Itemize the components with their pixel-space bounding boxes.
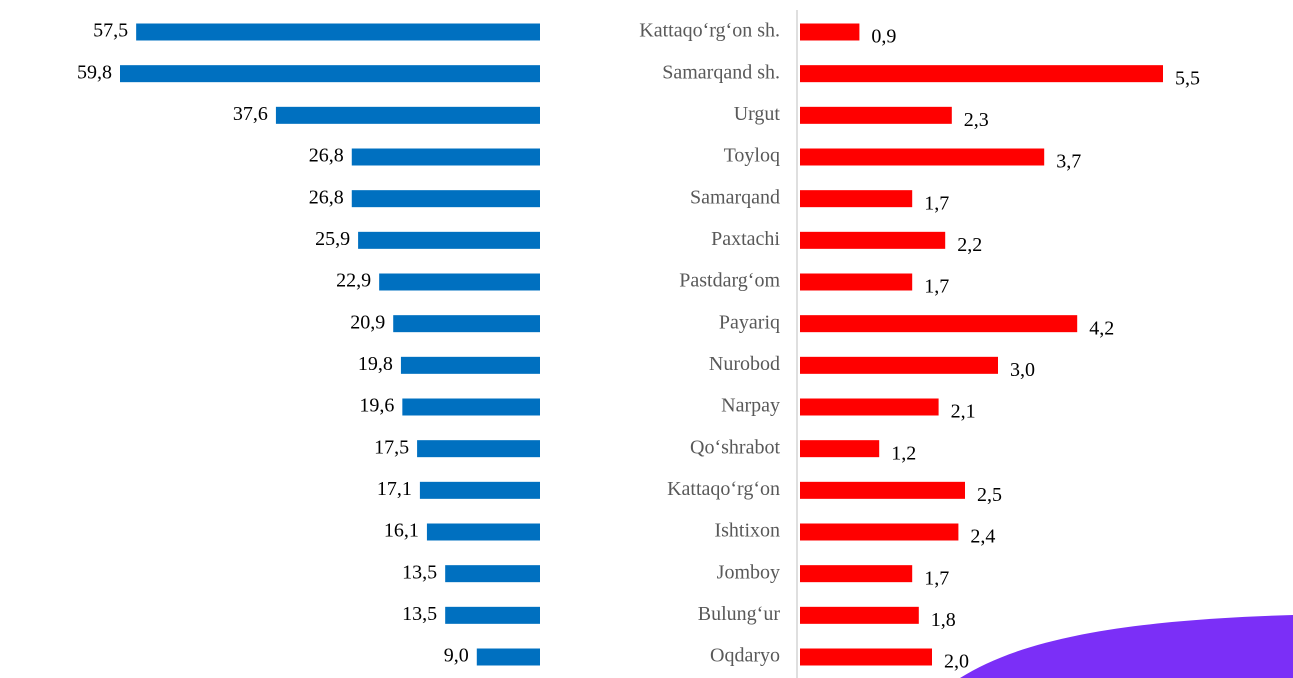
decoration xyxy=(960,615,1293,678)
bar xyxy=(401,357,540,374)
bar xyxy=(358,232,540,249)
category-label: Pastdarg‘om xyxy=(679,270,780,292)
value-label: 13,5 xyxy=(402,603,437,625)
bar xyxy=(417,440,540,457)
category-label: Kattaqo‘rg‘on sh. xyxy=(639,20,780,42)
category-label: Narpay xyxy=(721,395,780,417)
bar xyxy=(800,190,912,207)
bar xyxy=(800,315,1077,332)
category-label: Oqdaryo xyxy=(710,645,780,667)
bar xyxy=(800,107,952,124)
bar xyxy=(800,357,998,374)
value-label: 2,0 xyxy=(944,651,969,673)
category-label: Samarqand xyxy=(690,186,780,208)
bar xyxy=(120,65,540,82)
value-label: 17,5 xyxy=(374,436,409,458)
value-label: 3,7 xyxy=(1056,151,1081,173)
bar xyxy=(445,607,540,624)
category-label: Jomboy xyxy=(717,561,780,583)
value-label: 20,9 xyxy=(350,311,385,333)
value-label: 13,5 xyxy=(402,561,437,583)
chart: Kattaqo‘rg‘on sh. 57,5 0,9 Samarqand sh. 59,… xyxy=(0,0,1293,678)
bar xyxy=(800,607,919,624)
value-label: 2,5 xyxy=(977,484,1002,506)
value-label: 2,2 xyxy=(957,234,982,256)
bar xyxy=(800,65,1163,82)
category-label: Payariq xyxy=(719,311,780,333)
value-label: 1,7 xyxy=(924,276,949,298)
value-label: 2,4 xyxy=(970,526,995,548)
value-label: 17,1 xyxy=(377,478,412,500)
category-label: Toyloq xyxy=(724,145,780,167)
bar xyxy=(352,149,540,166)
value-label: 22,9 xyxy=(336,270,371,292)
category-label: Ishtixon xyxy=(714,520,780,542)
value-label: 1,2 xyxy=(891,442,916,464)
bar xyxy=(379,274,540,291)
bar xyxy=(800,482,965,499)
bar xyxy=(800,24,859,41)
value-label: 16,1 xyxy=(384,520,419,542)
value-label: 1,8 xyxy=(931,609,956,631)
category-label: Nurobod xyxy=(709,353,780,375)
value-label: 19,6 xyxy=(359,395,394,417)
value-label: 9,0 xyxy=(444,645,469,667)
value-label: 3,0 xyxy=(1010,359,1035,381)
value-label: 5,5 xyxy=(1175,67,1200,89)
bar xyxy=(800,649,932,666)
value-label: 19,8 xyxy=(358,353,393,375)
bar xyxy=(136,24,540,41)
category-label: Paxtachi xyxy=(711,228,780,250)
value-label: 0,9 xyxy=(871,26,896,48)
bar xyxy=(427,524,540,541)
value-label: 26,8 xyxy=(309,145,344,167)
bar xyxy=(402,399,540,416)
value-label: 25,9 xyxy=(315,228,350,250)
bar xyxy=(800,149,1044,166)
value-label: 2,3 xyxy=(964,109,989,131)
bar xyxy=(800,232,945,249)
bar xyxy=(420,482,540,499)
page: {"chart_data": {"type": "butterfly", "ca… xyxy=(0,0,1293,678)
value-label: 57,5 xyxy=(93,20,128,42)
bar xyxy=(800,524,958,541)
bar xyxy=(445,565,540,582)
bar xyxy=(800,274,912,291)
bar xyxy=(477,649,540,666)
bar xyxy=(276,107,540,124)
value-label: 59,8 xyxy=(77,61,112,83)
bar xyxy=(800,565,912,582)
value-label: 1,7 xyxy=(924,192,949,214)
category-label: Samarqand sh. xyxy=(662,61,780,83)
value-label: 1,7 xyxy=(924,567,949,589)
value-label: 37,6 xyxy=(233,103,268,125)
value-label: 2,1 xyxy=(951,401,976,423)
bar xyxy=(800,399,939,416)
category-label: Kattaqo‘rg‘on xyxy=(667,478,780,500)
bar xyxy=(352,190,540,207)
category-label: Urgut xyxy=(734,103,781,125)
bar xyxy=(393,315,540,332)
category-label: Qo‘shrabot xyxy=(690,436,780,458)
value-label: 26,8 xyxy=(309,186,344,208)
value-label: 4,2 xyxy=(1089,317,1114,339)
bar xyxy=(800,440,879,457)
category-label: Bulung‘ur xyxy=(698,603,781,625)
